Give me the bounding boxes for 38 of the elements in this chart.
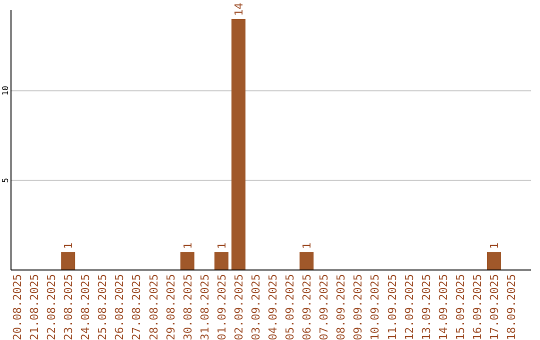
x-tick-label: 02.09.2025 (232, 274, 246, 340)
x-tick-label: 04.09.2025 (266, 274, 280, 340)
x-tick-label: 15.09.2025 (454, 274, 467, 340)
x-tick-label: 30.08.2025 (181, 274, 194, 340)
data-label: 1 (300, 242, 314, 250)
x-tick-label: 03.09.2025 (249, 274, 262, 340)
x-tick-label: 22.08.2025 (45, 274, 58, 340)
x-tick-label: 24.08.2025 (79, 274, 92, 340)
x-tick-label: 10.09.2025 (368, 274, 382, 340)
x-tick-label: 23.08.2025 (62, 274, 76, 340)
x-tick-label: 09.09.2025 (352, 274, 365, 340)
data-label: 14 (232, 2, 246, 16)
x-tick-label: 06.09.2025 (300, 274, 314, 340)
x-tick-label: 13.09.2025 (420, 274, 433, 340)
x-tick-label: 26.08.2025 (113, 274, 126, 340)
x-tick-label: 17.09.2025 (488, 274, 501, 340)
x-tick-label: 28.08.2025 (147, 274, 160, 340)
x-tick-label: 14.09.2025 (436, 274, 450, 340)
x-tick-label: 05.09.2025 (284, 274, 297, 340)
x-tick-label: 12.09.2025 (402, 274, 416, 340)
x-tick-label: 08.09.2025 (334, 274, 348, 340)
x-tick-label: 16.09.2025 (470, 274, 484, 340)
data-label: 1 (181, 242, 194, 250)
x-tick-label: 11.09.2025 (386, 274, 399, 340)
x-tick-label: 07.09.2025 (318, 274, 331, 340)
x-tick-label: 31.08.2025 (198, 274, 212, 340)
x-tick-label: 18.09.2025 (505, 274, 518, 340)
x-tick-label: 25.08.2025 (96, 274, 110, 340)
x-tick-label: 27.08.2025 (130, 274, 144, 340)
x-tick-label: 29.08.2025 (164, 274, 178, 340)
data-label: 1 (488, 242, 501, 250)
y-tick-label: 5 (1, 178, 10, 183)
x-tick-label: 20.08.2025 (11, 274, 24, 340)
data-label: 1 (215, 242, 228, 250)
x-tick-label: 21.08.2025 (28, 274, 42, 340)
y-tick-label: 10 (1, 86, 10, 96)
x-tick-label: 01.09.2025 (215, 274, 228, 340)
data-label: 1 (62, 242, 76, 250)
